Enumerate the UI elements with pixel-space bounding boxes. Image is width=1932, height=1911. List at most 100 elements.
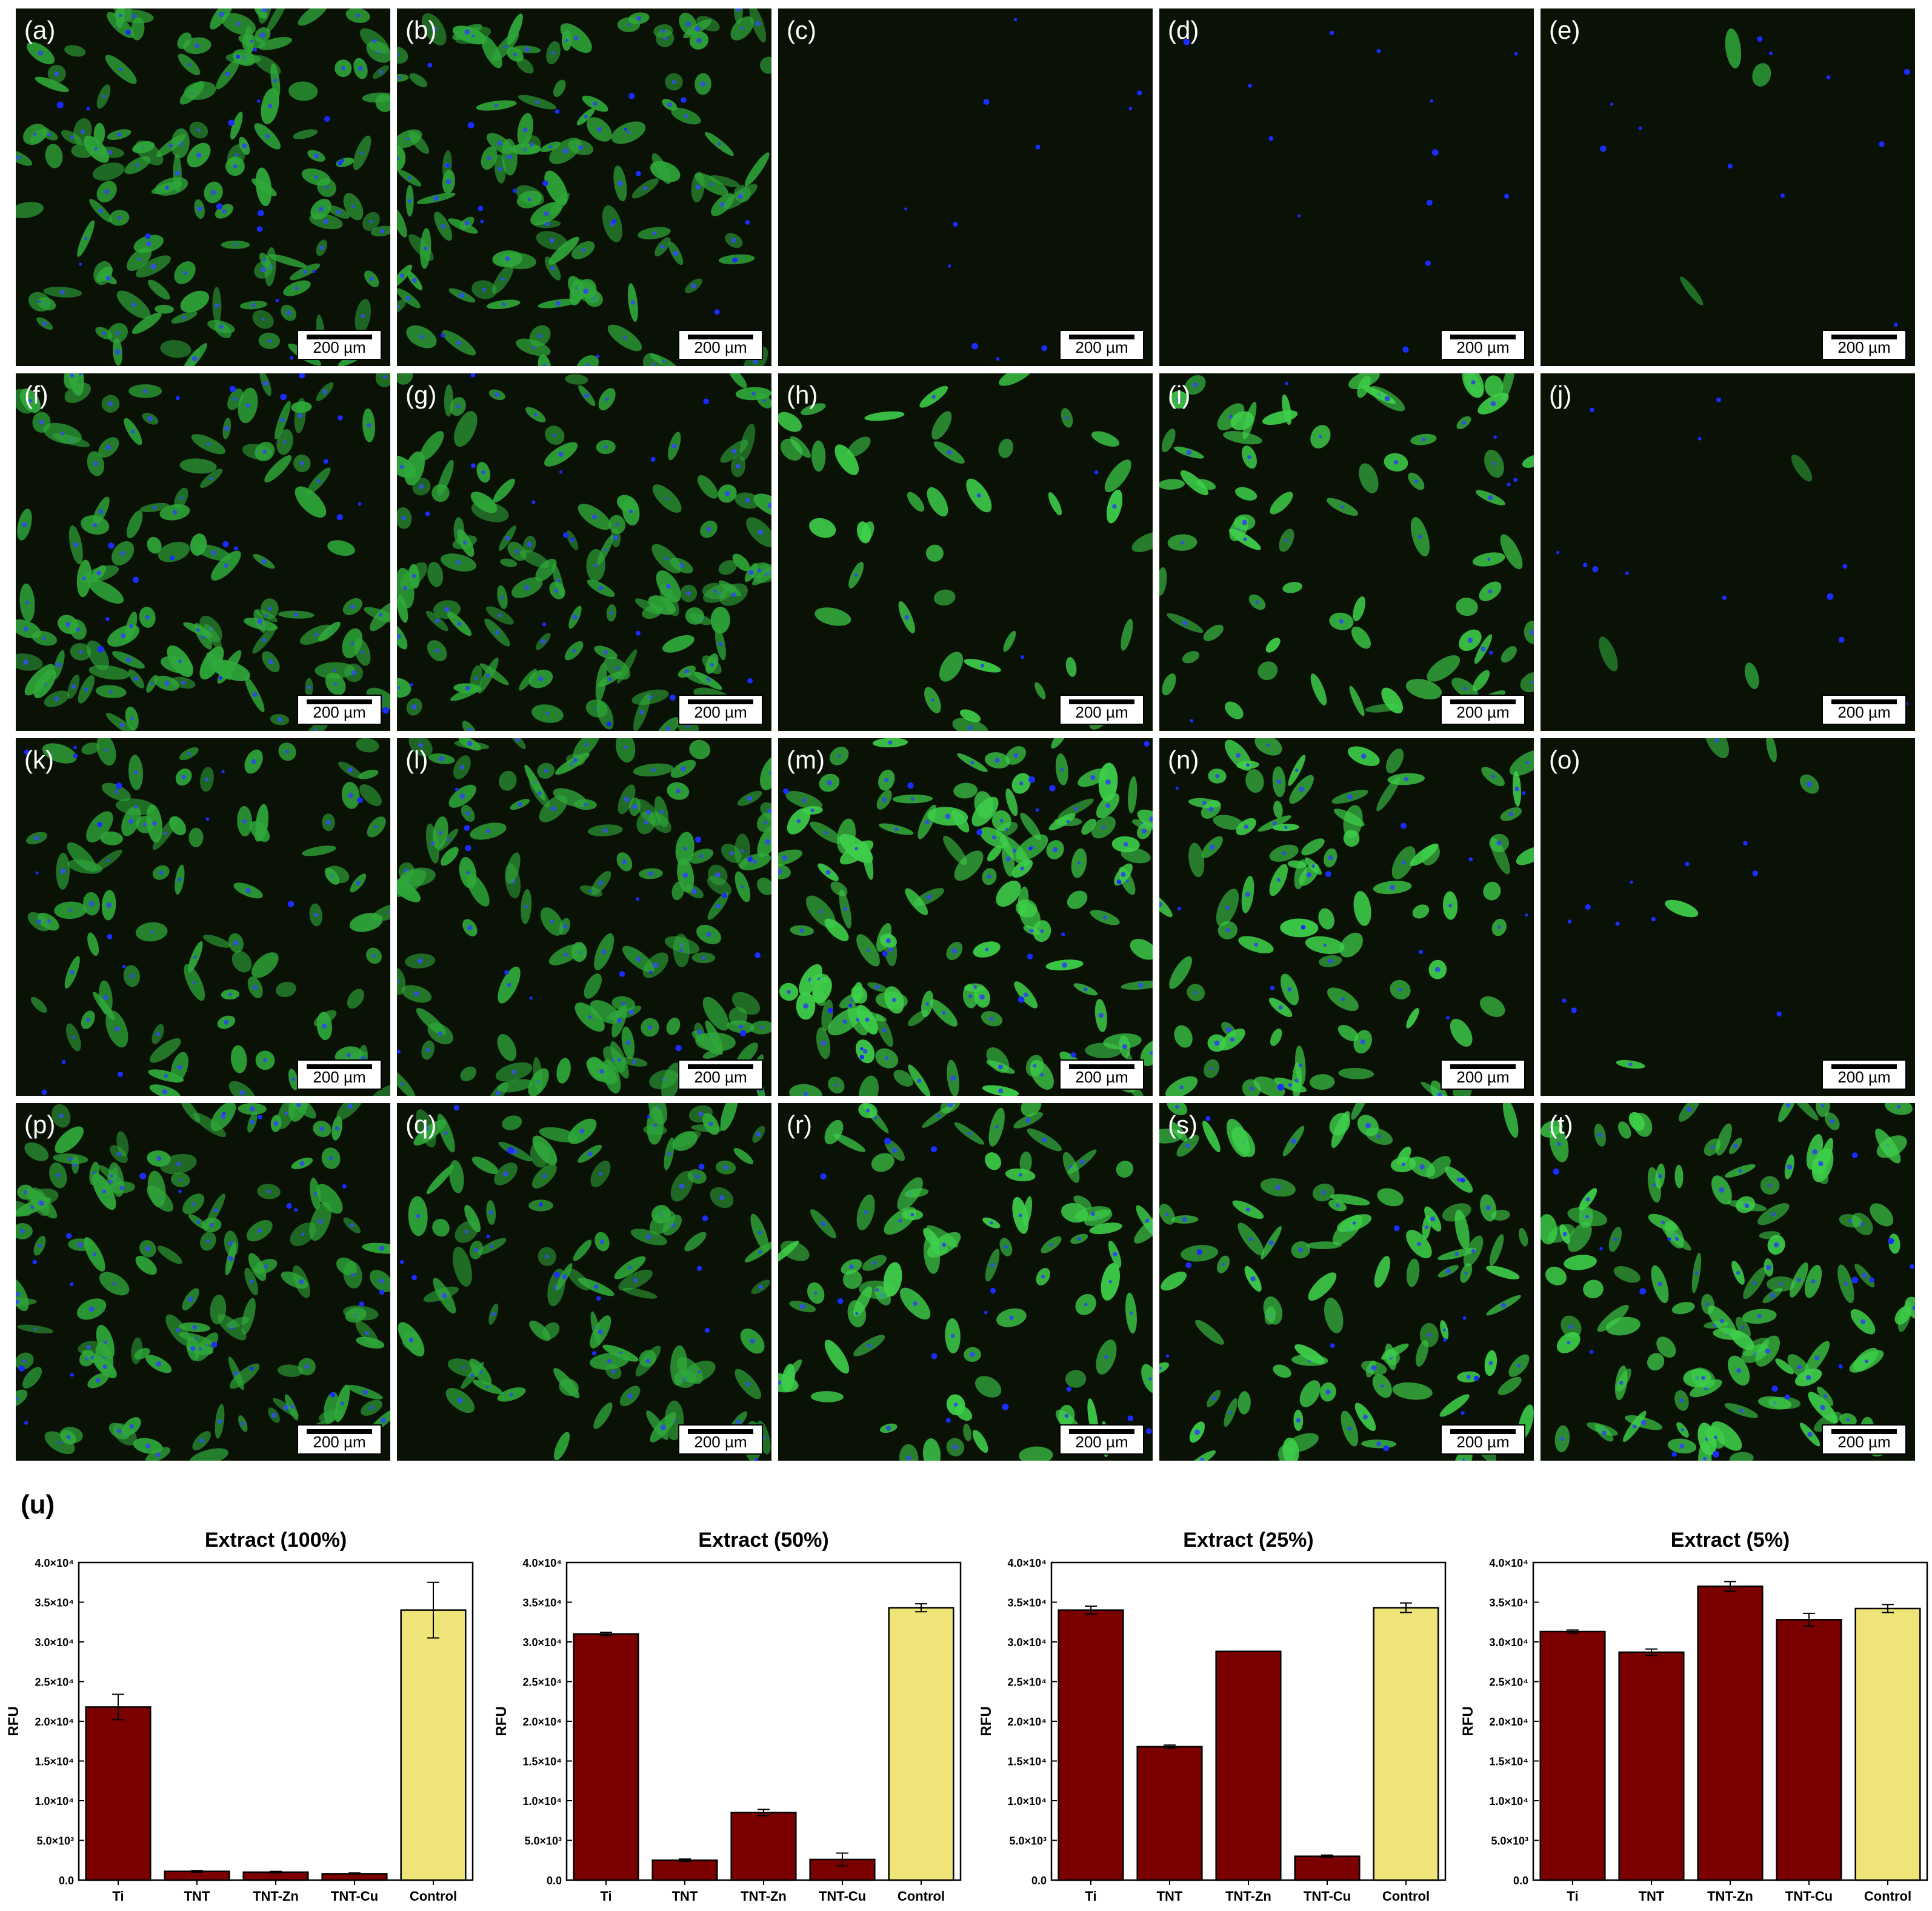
scale-bar: 200 µm xyxy=(297,1059,382,1090)
scale-bar: 200 µm xyxy=(1822,330,1907,360)
panel-label: (o) xyxy=(1549,745,1581,774)
cell-image xyxy=(16,373,390,731)
micrograph-panel: (n) 200 µm xyxy=(1159,738,1534,1096)
scale-bar: 200 µm xyxy=(1059,1059,1144,1090)
micrograph-panel: (b) 200 µm xyxy=(397,8,771,366)
x-tick-label: Control xyxy=(1382,1889,1430,1904)
scale-bar-label: 200 µm xyxy=(1075,1433,1128,1451)
scale-bar: 200 µm xyxy=(1822,1424,1907,1455)
micrograph-panel: (i) 200 µm xyxy=(1159,373,1534,731)
cell-image xyxy=(1600,28,1910,358)
scale-bar: 200 µm xyxy=(297,1424,382,1455)
y-tick-label: 0.0 xyxy=(547,1875,562,1887)
y-tick-label: 5.0×10³ xyxy=(1491,1835,1528,1847)
scale-bar-line xyxy=(1450,699,1516,704)
y-tick-label: 0.0 xyxy=(1031,1875,1047,1887)
y-tick-label: 4.0×10⁴ xyxy=(1490,1557,1528,1569)
bar xyxy=(1854,1607,1921,1881)
charts-svg: Extract (100%) RFU 0.0 5.0×10³ 1.0×10⁴ 1.5×10… xyxy=(5,1529,1928,1904)
y-tick-label: 3.5×10⁴ xyxy=(1490,1597,1528,1609)
scale-bar-label: 200 µm xyxy=(694,338,747,356)
micrograph-panel: (a) 200 µm xyxy=(16,8,390,366)
x-tick-label: TNT-Zn xyxy=(253,1889,299,1904)
scale-bar-line xyxy=(307,699,372,704)
panel-label: (h) xyxy=(787,381,818,409)
x-tick-label: TNT xyxy=(184,1889,210,1904)
x-tick-label: TNT-Zn xyxy=(1707,1889,1753,1904)
scale-bar: 200 µm xyxy=(1822,1059,1907,1090)
micrograph-panel: (g) 200 µm xyxy=(397,373,771,731)
bar xyxy=(1136,1746,1203,1881)
panel-label: (a) xyxy=(24,16,56,44)
x-tick-label: TNT xyxy=(672,1889,698,1904)
scale-bar: 200 µm xyxy=(1441,330,1525,360)
micrograph-panel: (e) 200 µm xyxy=(1541,8,1915,366)
cell-image xyxy=(398,1103,771,1461)
x-tick-label: TNT-Cu xyxy=(1785,1889,1833,1904)
micrograph-panel: (j) 200 µm xyxy=(1541,373,1915,731)
scale-bar-line xyxy=(1450,335,1516,339)
x-tick-label: TNT-Zn xyxy=(741,1889,787,1904)
bar xyxy=(1294,1855,1361,1881)
y-tick-label: 1.0×10⁴ xyxy=(523,1795,562,1807)
micrograph-panel: (t) 200 µm xyxy=(1541,1103,1915,1461)
cell-image xyxy=(397,738,771,1096)
x-tick-label: TNT xyxy=(1157,1889,1183,1904)
panel-label: (t) xyxy=(1549,1110,1573,1139)
cell-image xyxy=(24,738,390,1096)
bar xyxy=(573,1633,639,1881)
panel-label: (s) xyxy=(1168,1110,1198,1139)
scale-bar-label: 200 µm xyxy=(1456,1433,1510,1451)
cell-image xyxy=(778,373,1153,731)
cell-image xyxy=(778,738,1153,1096)
cell-image xyxy=(904,18,1142,361)
micrograph-panel: (q) 200 µm xyxy=(397,1103,771,1461)
y-tick-label: 4.0×10⁴ xyxy=(35,1557,74,1569)
scale-bar: 200 µm xyxy=(1441,695,1525,725)
micrograph-panel: (r) 200 µm xyxy=(778,1103,1153,1461)
scale-bar-label: 200 µm xyxy=(1837,703,1891,721)
scale-bar-line xyxy=(1831,335,1897,339)
scale-bar-line xyxy=(1831,1429,1897,1434)
y-tick-label: 2.5×10⁴ xyxy=(1008,1676,1047,1689)
chart-title: Extract (5%) xyxy=(1671,1529,1790,1552)
y-tick-label: 0.0 xyxy=(59,1875,74,1887)
y-tick-label: 2.0×10⁴ xyxy=(523,1716,562,1728)
y-tick-label: 4.0×10⁴ xyxy=(1008,1557,1047,1569)
y-tick-label: 5.0×10³ xyxy=(1009,1835,1047,1847)
panel-label: (p) xyxy=(24,1110,56,1139)
scale-bar-line xyxy=(1450,1064,1516,1069)
micrograph-panel: (l) 200 µm xyxy=(397,738,771,1096)
y-tick-label: 0.0 xyxy=(1513,1875,1528,1887)
cell-image xyxy=(1159,1103,1534,1461)
x-tick-label: Ti xyxy=(600,1889,611,1904)
scale-bar: 200 µm xyxy=(1441,1424,1525,1455)
scale-bar: 200 µm xyxy=(1059,330,1144,360)
y-tick-label: 3.0×10⁴ xyxy=(35,1636,74,1649)
micrograph-panel: (d) 200 µm xyxy=(1159,8,1534,366)
scale-bar-label: 200 µm xyxy=(694,1068,747,1086)
panel-label: (c) xyxy=(787,16,816,44)
scale-bar-line xyxy=(1069,1429,1134,1434)
y-tick-label: 3.0×10⁴ xyxy=(1490,1636,1528,1649)
scale-bar-label: 200 µm xyxy=(694,703,747,721)
scale-bar-label: 200 µm xyxy=(1075,703,1128,721)
y-tick-label: 5.0×10³ xyxy=(524,1835,562,1847)
scale-bar-line xyxy=(1069,699,1134,704)
panel-label: (i) xyxy=(1168,381,1191,409)
chart-title: Extract (25%) xyxy=(1183,1529,1313,1552)
scale-bar-label: 200 µm xyxy=(1456,1068,1510,1086)
bar xyxy=(651,1859,718,1881)
scale-bar-line xyxy=(688,335,753,339)
x-tick-label: Ti xyxy=(112,1889,124,1904)
x-tick-label: Ti xyxy=(1567,1889,1578,1904)
bar xyxy=(1215,1650,1282,1881)
y-tick-label: 4.0×10⁴ xyxy=(523,1557,562,1569)
scale-bar-line xyxy=(1831,1064,1897,1069)
scale-bar-label: 200 µm xyxy=(313,338,366,356)
scale-bar-line xyxy=(688,1429,753,1434)
section-label-u: (u) xyxy=(21,1490,55,1519)
x-tick-label: Control xyxy=(1864,1889,1911,1904)
panel-label: (l) xyxy=(405,745,428,774)
panel-label: (m) xyxy=(787,745,825,774)
